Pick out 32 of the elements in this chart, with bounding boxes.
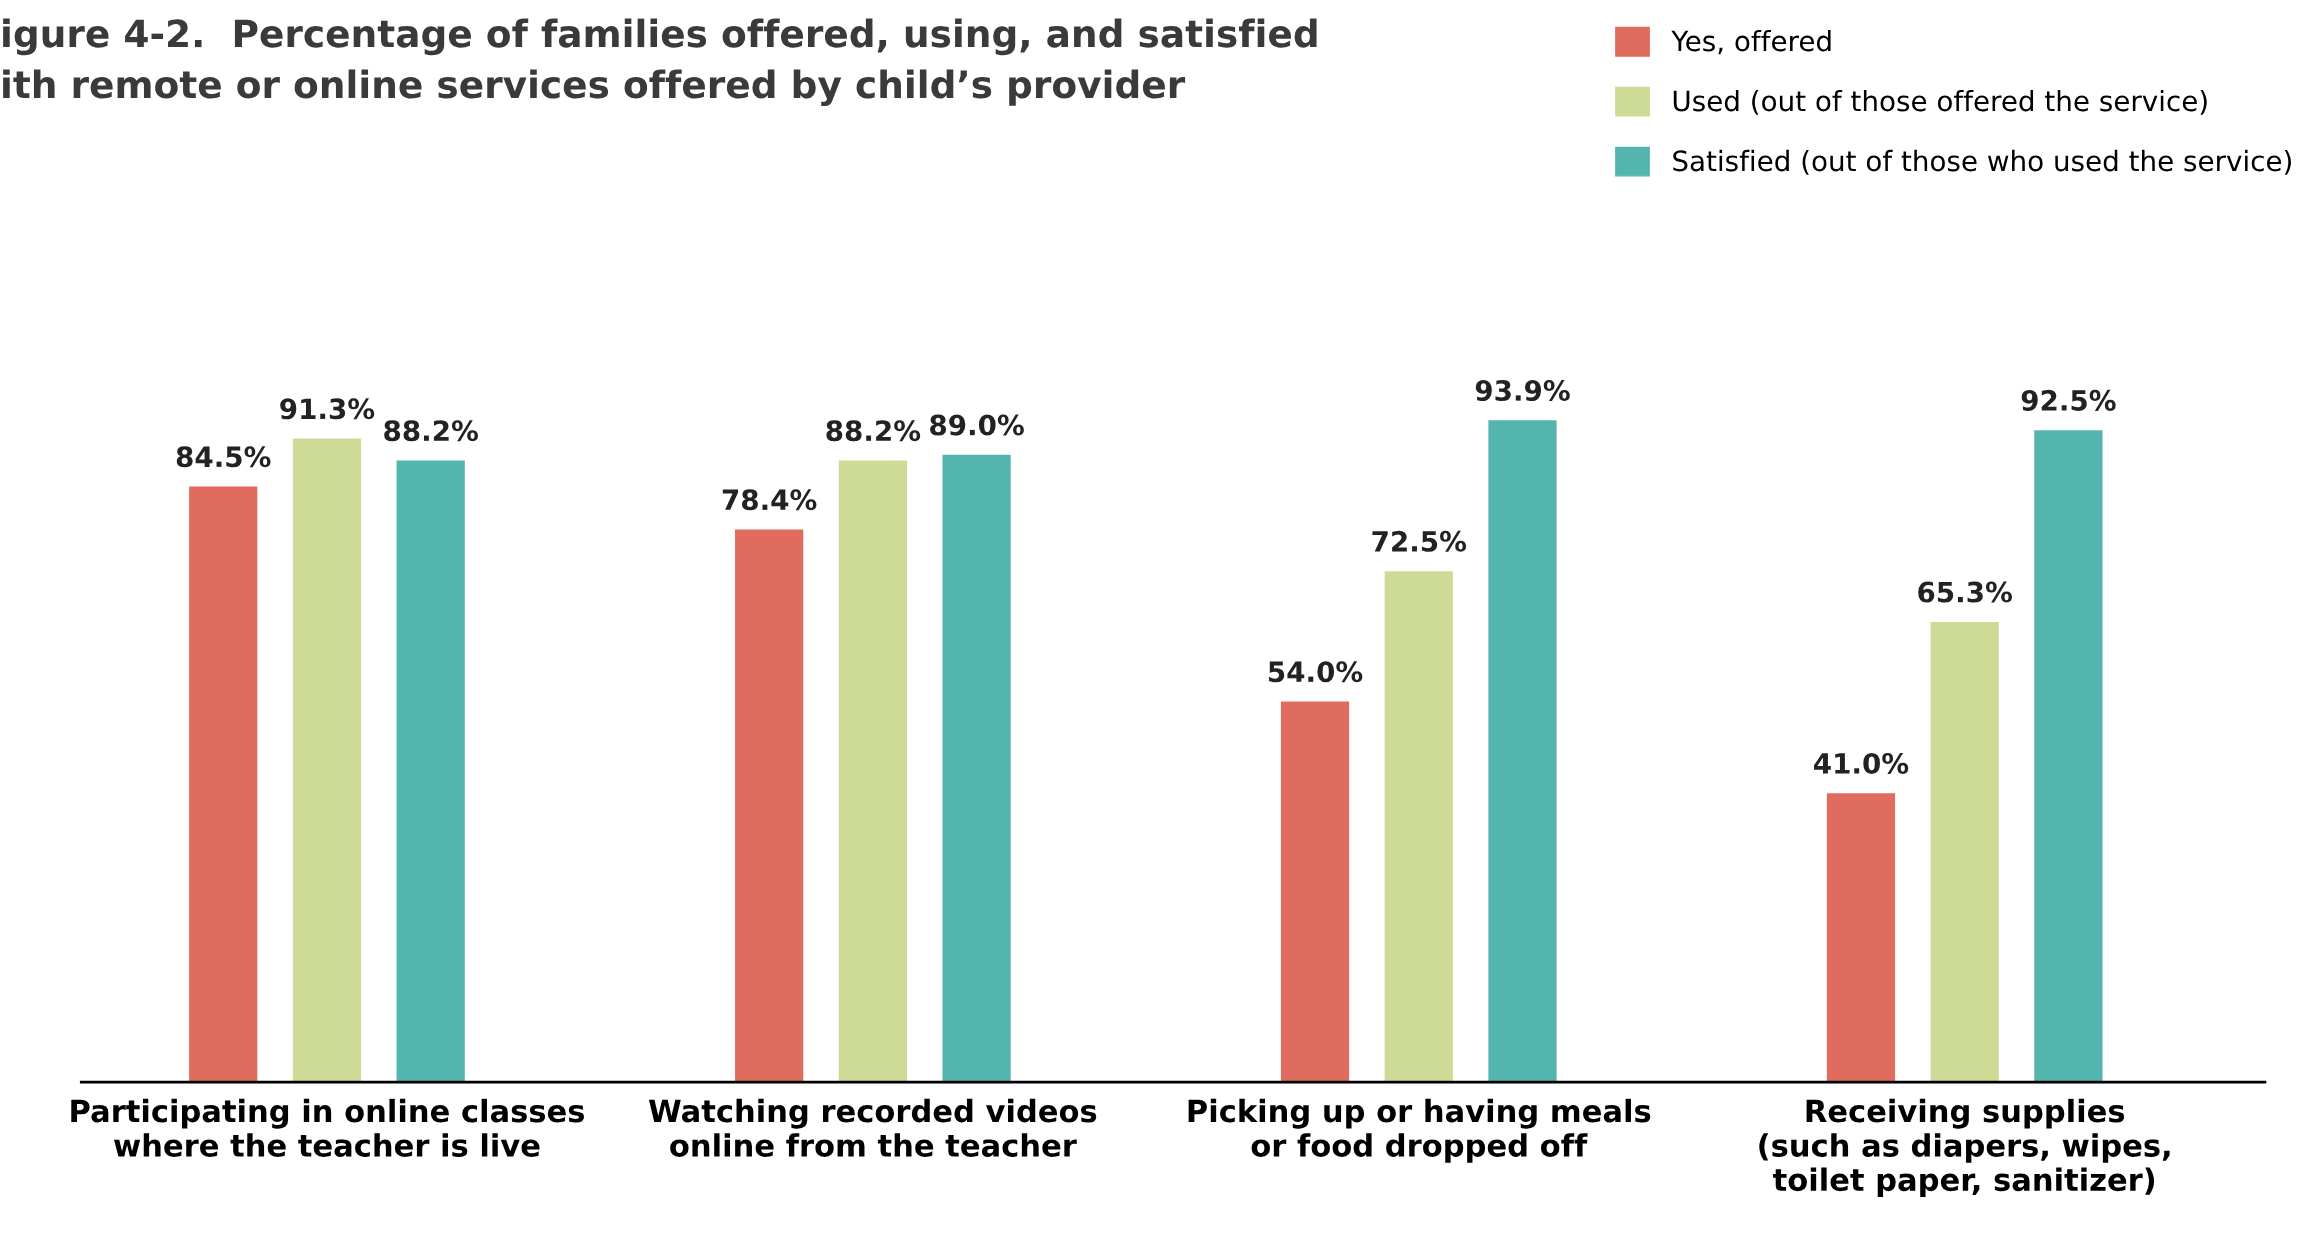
- bar: [189, 486, 258, 1083]
- bar: [838, 460, 907, 1083]
- data-label: 65.3%: [1918, 581, 2012, 603]
- data-label: 93.9%: [1475, 380, 1570, 402]
- bar: [396, 460, 465, 1083]
- data-label: 72.5%: [1372, 530, 1467, 552]
- data-label: 88.2%: [384, 420, 478, 442]
- data-label: 41.0%: [1814, 752, 1909, 774]
- data-label: 91.3%: [280, 398, 375, 420]
- bar: [2034, 430, 2103, 1083]
- x-tick-label: Watching recorded videos online from the teacher: [648, 1098, 1097, 1157]
- data-label: 84.5%: [176, 446, 271, 468]
- chart-title: igure 4-2. Percentage of families offered, using, and satisfied ith remote or online services offered by child’s provider: [3, 18, 1317, 107]
- bar: [1488, 420, 1557, 1083]
- data-label: 88.2%: [826, 420, 921, 442]
- bar: [735, 529, 804, 1083]
- data-label: 92.5%: [2021, 389, 2116, 411]
- legend-label: Used (out of those offered the service): [1673, 89, 2207, 115]
- x-tick-label: Receiving supplies (such as diapers, wipes, toilet paper, sanitizer): [1759, 1098, 2170, 1198]
- bar: [1826, 793, 1896, 1083]
- legend-label: Yes, offered: [1671, 29, 1831, 55]
- x-tick-label: Participating in online classes where the teacher is live: [71, 1098, 584, 1157]
- legend-label: Satisfied (out of those who used the service): [1673, 149, 2291, 175]
- bar: [292, 438, 362, 1083]
- bar: [1280, 701, 1350, 1083]
- data-label: 89.0%: [930, 414, 1024, 436]
- bar: [942, 454, 1011, 1083]
- x-tick-label: Picking up or having meals or food dropped off: [1188, 1098, 1651, 1163]
- bar: [1930, 621, 1999, 1083]
- data-label: 78.4%: [722, 489, 817, 511]
- bar: [1384, 571, 1453, 1083]
- data-label: 54.0%: [1269, 661, 1363, 683]
